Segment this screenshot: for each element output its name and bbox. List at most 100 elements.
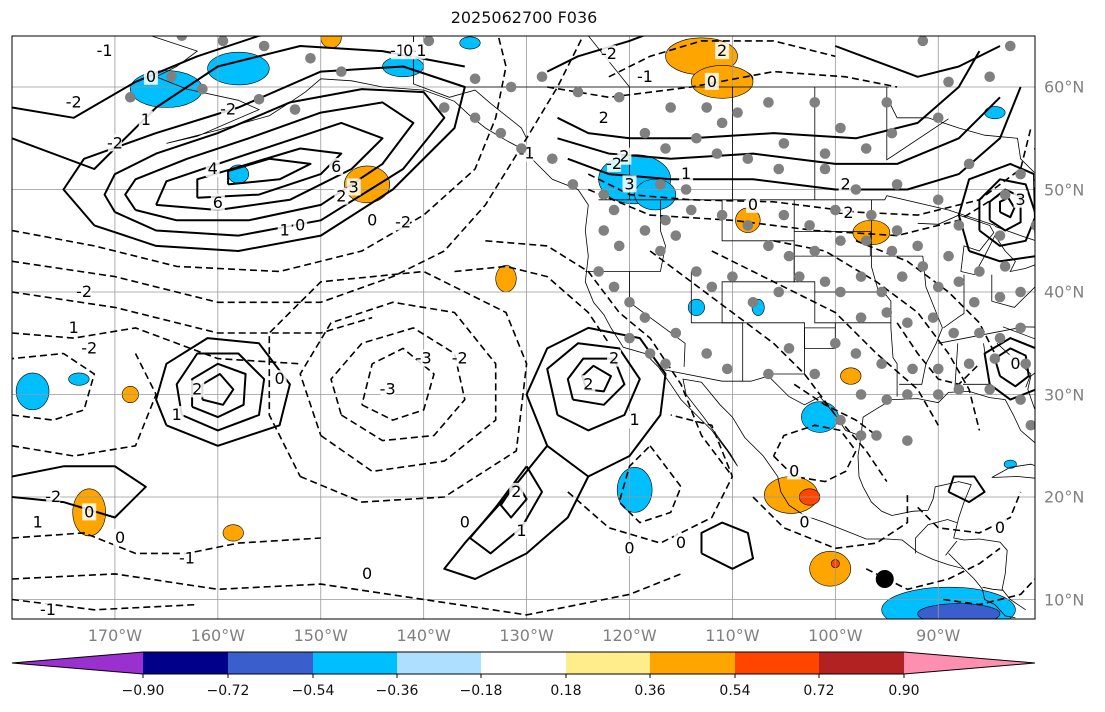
longitude-label: 100°W — [808, 626, 863, 645]
station-dot — [258, 40, 270, 52]
contour-label: 3 — [1015, 190, 1025, 209]
contour-line — [12, 327, 301, 365]
station-dot — [125, 91, 136, 103]
anomaly-patch — [1003, 459, 1017, 469]
contour-label: 2 — [599, 108, 609, 127]
graticule — [12, 36, 1035, 619]
latitude-label: 20°N — [1044, 487, 1085, 507]
station-dot — [881, 394, 893, 405]
contour-label: 4 — [208, 159, 218, 178]
contour-line — [772, 424, 857, 483]
station-dot — [855, 430, 867, 441]
contour-label-halo — [622, 539, 637, 557]
contour-label: 0 — [362, 564, 372, 583]
station-dot — [660, 214, 671, 226]
contour-line — [12, 532, 321, 555]
station-dot — [336, 66, 347, 77]
station-dot — [197, 83, 208, 95]
contour-label: 0 — [1010, 354, 1020, 373]
longitude-label: 140°W — [396, 626, 451, 645]
contour-label: 3 — [349, 177, 359, 196]
coastline-segment — [857, 435, 1026, 611]
coastline-segment — [886, 87, 949, 161]
contour-label: 2 — [841, 174, 851, 193]
contour-label: 0 — [676, 533, 686, 552]
contour-label: 2 — [583, 374, 593, 393]
colorbar-extend-high — [904, 652, 1035, 674]
contour-label-halo — [97, 42, 112, 60]
anomaly-patch — [809, 551, 852, 587]
contour-label-halo — [272, 370, 287, 388]
contour-label: 2 — [336, 187, 346, 206]
contour-line — [978, 178, 1035, 247]
station-dot — [948, 327, 959, 339]
station-dot — [999, 261, 1011, 272]
contour-line — [12, 36, 269, 119]
contour-line — [618, 445, 682, 524]
contour-line — [12, 573, 682, 616]
contour-label: -2 — [45, 487, 61, 506]
coastline-segment — [598, 195, 996, 226]
contour-label: 2 — [619, 147, 629, 166]
station-dot — [999, 189, 1011, 200]
anomaly-patch — [917, 603, 1001, 619]
contour-label: -2 — [395, 212, 411, 231]
station-dot — [819, 276, 831, 288]
station-dot — [963, 158, 975, 170]
latitude-label: 30°N — [1044, 385, 1085, 404]
coastline-segment — [991, 274, 1035, 308]
colorbar-tick-label: −0.18 — [459, 683, 503, 699]
contour-line — [175, 352, 266, 432]
contour-label: 0 — [707, 72, 717, 91]
colorbar-segment — [735, 652, 819, 674]
station-dot — [932, 281, 944, 293]
colorbar-tick-label: 0.90 — [888, 683, 920, 699]
contour-line — [12, 36, 584, 304]
contour-line — [12, 353, 157, 457]
station-dot — [855, 389, 867, 400]
contour-label-halo — [607, 154, 622, 172]
station-dot — [773, 163, 785, 175]
contour-label-halo — [179, 549, 194, 567]
longitude-label: 130°W — [499, 626, 554, 645]
station-dot — [989, 353, 1001, 364]
coastline-segment — [1036, 272, 1093, 282]
colorbar-tick-label: −0.90 — [121, 683, 165, 699]
station-dot — [804, 220, 815, 231]
contour-label-halo — [205, 160, 220, 177]
contour-label: -2 — [838, 203, 854, 222]
station-dot — [547, 153, 558, 165]
contour-label: 0 — [84, 502, 94, 521]
station-dot — [176, 36, 188, 42]
contour-label-halo — [66, 93, 81, 111]
contour-label-halo — [637, 67, 652, 85]
station-dot — [644, 348, 656, 359]
station-dot — [943, 250, 954, 262]
contour-label-halo — [380, 380, 395, 398]
contour-label-halo — [82, 503, 97, 521]
station-dot — [974, 266, 985, 277]
station-dot — [819, 148, 831, 159]
contour-label: 6 — [213, 193, 223, 212]
station-dot — [860, 235, 872, 247]
station-dot — [670, 327, 682, 339]
station-dot — [567, 179, 579, 190]
station-dot — [932, 389, 944, 400]
contour-label: -1 — [97, 41, 113, 60]
contour-label: 0 — [748, 195, 758, 214]
contour-label: -2 — [452, 349, 468, 368]
colorbar-extend-low — [12, 652, 143, 674]
contour-label: 1 — [141, 110, 151, 129]
contour-line — [12, 291, 373, 334]
contour-line — [469, 465, 543, 555]
contour-label-halo — [1034, 139, 1035, 157]
station-dot — [1025, 419, 1035, 431]
station-dot — [716, 117, 728, 129]
contour-label: 0 — [367, 210, 377, 229]
stations — [125, 36, 1035, 588]
contour-line — [12, 36, 507, 273]
colorbar-tick-label: −0.72 — [206, 683, 250, 699]
station-dot — [423, 36, 435, 47]
contour-line — [752, 491, 909, 550]
